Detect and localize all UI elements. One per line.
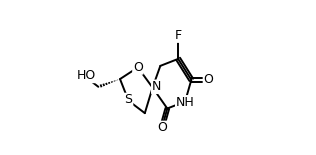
Text: HO: HO — [76, 69, 95, 82]
Text: F: F — [174, 29, 182, 42]
Text: O: O — [133, 61, 143, 74]
Text: S: S — [125, 93, 132, 106]
Text: O: O — [204, 73, 213, 86]
Text: N: N — [152, 80, 161, 93]
Text: O: O — [157, 121, 167, 134]
Text: NH: NH — [176, 96, 195, 109]
